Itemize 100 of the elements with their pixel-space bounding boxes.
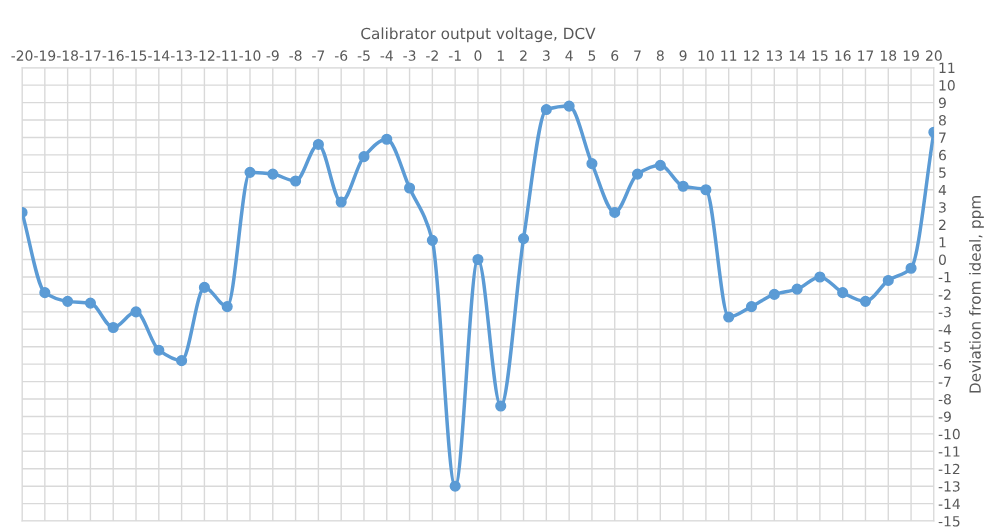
x-tick-label: 2	[520, 50, 527, 61]
point	[540, 104, 552, 116]
x-tick-label: 12	[744, 50, 759, 61]
point	[723, 311, 735, 323]
x-tick-label: -16	[102, 50, 124, 61]
y-tick-label: 3	[939, 202, 946, 213]
y-tick-label: -4	[938, 324, 952, 335]
y-tick-label: -1	[938, 272, 951, 283]
point	[905, 262, 917, 274]
point	[677, 180, 689, 192]
x-tick-label: 10	[698, 50, 714, 61]
x-tick-label: -1	[448, 50, 461, 61]
y-tick-label: 10	[939, 80, 955, 91]
y-tick-label: -10	[938, 428, 960, 440]
y-tick-label: -13	[938, 481, 960, 492]
x-tick-label: -20	[11, 50, 33, 61]
y-tick-label: 7	[939, 132, 946, 143]
x-tick-label: 8	[656, 50, 664, 61]
point	[882, 274, 894, 286]
point	[176, 355, 188, 367]
x-tick-label: -10	[239, 50, 261, 61]
y-tick-label: 4	[938, 184, 947, 196]
point	[654, 159, 666, 171]
x-tick-label: -6	[334, 50, 348, 61]
x-tick-label: -11	[216, 50, 238, 61]
point	[631, 168, 644, 180]
point	[859, 295, 872, 307]
x-tick-label: 9	[679, 50, 687, 61]
x-tick-label: -13	[170, 50, 192, 61]
y-tick-label: 6	[939, 149, 946, 161]
x-tick-label: -17	[79, 50, 101, 61]
x-tick-label: 5	[588, 50, 596, 61]
x-tick-label: 19	[903, 50, 919, 61]
x-tick-label: -14	[148, 50, 170, 61]
point	[107, 321, 119, 334]
x-tick-label: -2	[426, 50, 438, 61]
point	[267, 168, 279, 180]
y-tick-label: -7	[938, 376, 951, 387]
x-tick-label: 13	[766, 50, 783, 61]
point	[84, 297, 96, 309]
point	[700, 184, 712, 196]
y-tick-label: -6	[938, 359, 951, 370]
x-tick-label: -4	[380, 50, 393, 61]
point	[39, 287, 51, 299]
x-tick-label: 6	[611, 50, 619, 61]
y-tick-label: -14	[938, 498, 960, 509]
x-tick-label: 14	[789, 50, 806, 61]
point	[381, 133, 393, 145]
y-tick-label: 5	[939, 167, 946, 178]
x-tick-label: 20	[926, 50, 942, 61]
y-tick-label: 0	[938, 254, 946, 265]
y-tick-label: 9	[938, 97, 946, 109]
point	[517, 233, 530, 245]
y-tick-label: -9	[938, 411, 951, 422]
point	[837, 287, 849, 299]
point	[62, 295, 74, 307]
y-tick-label: 1	[939, 237, 946, 248]
x-tick-label: 0	[474, 50, 482, 61]
x-tick-label: -7	[312, 50, 325, 61]
x-tick-label: 18	[880, 50, 897, 61]
x-tick-label: 15	[812, 50, 828, 61]
y-axis-title: Deviation from ideal, ppm	[969, 196, 984, 393]
x-tick-label: -19	[34, 50, 56, 61]
point	[426, 234, 438, 246]
point	[130, 306, 142, 318]
y-tick-label: -2	[938, 289, 951, 300]
x-axis-title: Calibrator output voltage, DCV	[361, 27, 596, 43]
x-tick-label: -9	[266, 50, 279, 61]
point	[586, 158, 598, 170]
x-tick-label: -12	[193, 50, 215, 61]
point	[221, 301, 233, 313]
x-tick-label: -15	[125, 50, 147, 61]
y-tick-label: 11	[939, 62, 955, 73]
point	[198, 281, 210, 293]
y-tick-label: -15	[938, 516, 960, 527]
point	[563, 100, 575, 112]
point	[609, 206, 621, 218]
point	[472, 253, 484, 266]
x-tick-label: -3	[403, 50, 416, 61]
point	[495, 400, 507, 412]
x-tick-label: 7	[634, 50, 641, 61]
point	[358, 151, 370, 163]
y-tick-label: 2	[939, 219, 946, 230]
x-tick-label: 1	[497, 50, 504, 61]
y-tick-label: -5	[938, 341, 951, 353]
x-tick-label: -5	[357, 50, 370, 61]
point	[404, 182, 416, 194]
point	[768, 288, 780, 300]
y-tick-label: -8	[938, 393, 951, 405]
x-tick-label: -8	[289, 50, 302, 61]
point	[153, 344, 165, 356]
point	[745, 301, 758, 313]
y-tick-label: -12	[938, 463, 960, 475]
x-tick-label: 4	[565, 50, 573, 61]
point	[335, 196, 347, 208]
y-tick-label: 8	[938, 114, 946, 126]
point	[290, 175, 302, 187]
y-tick-label: -11	[938, 446, 960, 457]
x-tick-label: 17	[858, 50, 874, 61]
point	[312, 138, 324, 150]
